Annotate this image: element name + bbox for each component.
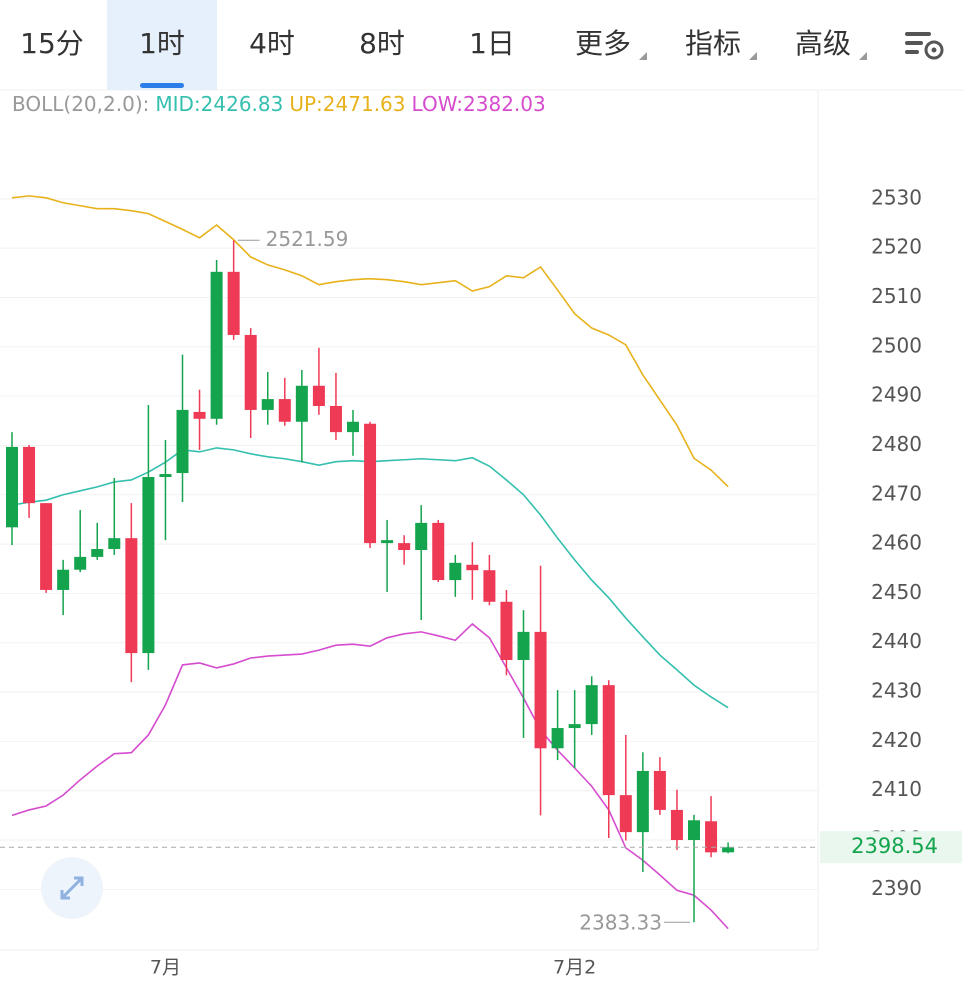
y-tick-label: 2530 bbox=[871, 185, 922, 209]
menu-arrow bbox=[639, 52, 647, 60]
candle-body bbox=[551, 728, 564, 749]
candle-body bbox=[278, 399, 291, 422]
y-tick-label: 2410 bbox=[871, 777, 922, 801]
menu-tab[interactable]: 更多 bbox=[575, 27, 631, 60]
y-tick-label: 2470 bbox=[871, 481, 922, 505]
current-price-box bbox=[820, 831, 962, 864]
candle-body bbox=[568, 724, 581, 729]
candle-body bbox=[364, 423, 377, 544]
y-tick-label: 2510 bbox=[871, 284, 922, 308]
max-label: 2521.59 bbox=[266, 227, 349, 251]
active-tab-indicator bbox=[140, 83, 184, 88]
candle-body bbox=[347, 421, 359, 433]
y-tick-label: 2520 bbox=[871, 235, 922, 259]
timeframe-tab[interactable]: 15分 bbox=[20, 27, 84, 60]
candle-body bbox=[705, 821, 718, 853]
boll-line bbox=[11, 622, 729, 930]
timeframe-tab[interactable]: 4时 bbox=[249, 27, 295, 60]
settings-icon[interactable] bbox=[905, 32, 944, 60]
timeframe-tab[interactable]: 8时 bbox=[359, 27, 405, 60]
menu-arrow bbox=[749, 52, 757, 60]
y-tick-label: 2500 bbox=[871, 333, 922, 357]
candle-body bbox=[688, 820, 700, 841]
y-tick-label: 2450 bbox=[871, 580, 922, 604]
candle-body bbox=[23, 446, 36, 504]
y-tick-label: 2420 bbox=[871, 728, 922, 752]
timeframe-tab[interactable]: 1时 bbox=[139, 27, 185, 60]
menu-tab[interactable]: 高级 bbox=[795, 27, 851, 60]
candle-body bbox=[585, 685, 598, 725]
candle-body bbox=[398, 543, 411, 550]
candle-body bbox=[125, 538, 138, 654]
candle-body bbox=[108, 538, 121, 550]
candle-body bbox=[432, 522, 445, 581]
candle-body bbox=[74, 556, 87, 570]
y-tick-label: 2490 bbox=[871, 383, 922, 407]
x-tick-label: 7月2 bbox=[553, 957, 596, 979]
candle-body bbox=[619, 795, 632, 833]
x-tick-label: 7月 bbox=[150, 957, 181, 979]
timeframe-tab[interactable]: 1日 bbox=[469, 27, 515, 60]
candle-body bbox=[466, 564, 479, 571]
expand-button[interactable] bbox=[41, 857, 103, 919]
legend-item: BOLL(20,2.0): bbox=[12, 92, 149, 116]
min-label: 2383.33 bbox=[579, 911, 662, 935]
active-tab-bg bbox=[107, 0, 217, 90]
candle-body bbox=[449, 562, 462, 581]
candle-body bbox=[159, 474, 172, 478]
menu-tab[interactable]: 指标 bbox=[685, 27, 741, 60]
candle-body bbox=[517, 631, 530, 660]
legend-item: LOW:2382.03 bbox=[412, 92, 546, 116]
candle-body bbox=[40, 503, 53, 590]
candle-body bbox=[483, 570, 496, 602]
y-tick-label: 2430 bbox=[871, 679, 922, 703]
candle-body bbox=[261, 399, 274, 410]
legend-item: UP:2471.63 bbox=[289, 92, 405, 116]
candle-body bbox=[653, 770, 666, 810]
candle-body bbox=[295, 385, 308, 422]
candle-body bbox=[636, 770, 649, 833]
y-tick-label: 2390 bbox=[871, 876, 922, 900]
candle-body bbox=[670, 809, 683, 841]
current-price-label: 2398.54 bbox=[851, 834, 938, 858]
candle-body bbox=[722, 847, 735, 853]
candle-body bbox=[381, 540, 394, 544]
candle-body bbox=[329, 405, 342, 433]
y-tick-label: 2440 bbox=[871, 629, 922, 653]
candle-body bbox=[227, 271, 240, 335]
candle-body bbox=[176, 409, 189, 474]
menu-arrow bbox=[859, 52, 867, 60]
legend-item: MID:2426.83 bbox=[155, 92, 283, 116]
candle-body bbox=[57, 569, 70, 590]
candle-body bbox=[6, 446, 18, 528]
boll-line bbox=[11, 195, 729, 488]
candle-body bbox=[193, 411, 206, 419]
candle-body bbox=[91, 549, 104, 557]
y-tick-label: 2480 bbox=[871, 432, 922, 456]
candle-body bbox=[244, 334, 257, 410]
candle-body bbox=[602, 685, 615, 796]
candle-body bbox=[415, 522, 428, 550]
candle-body bbox=[500, 601, 513, 660]
candle-body bbox=[312, 385, 325, 406]
candle-body bbox=[210, 271, 223, 419]
candle-body bbox=[142, 477, 155, 654]
y-tick-label: 2460 bbox=[871, 531, 922, 555]
indicator-legend: BOLL(20,2.0): MID:2426.83 UP:2471.63 LOW:23… bbox=[12, 92, 546, 116]
candle-body bbox=[534, 631, 547, 749]
